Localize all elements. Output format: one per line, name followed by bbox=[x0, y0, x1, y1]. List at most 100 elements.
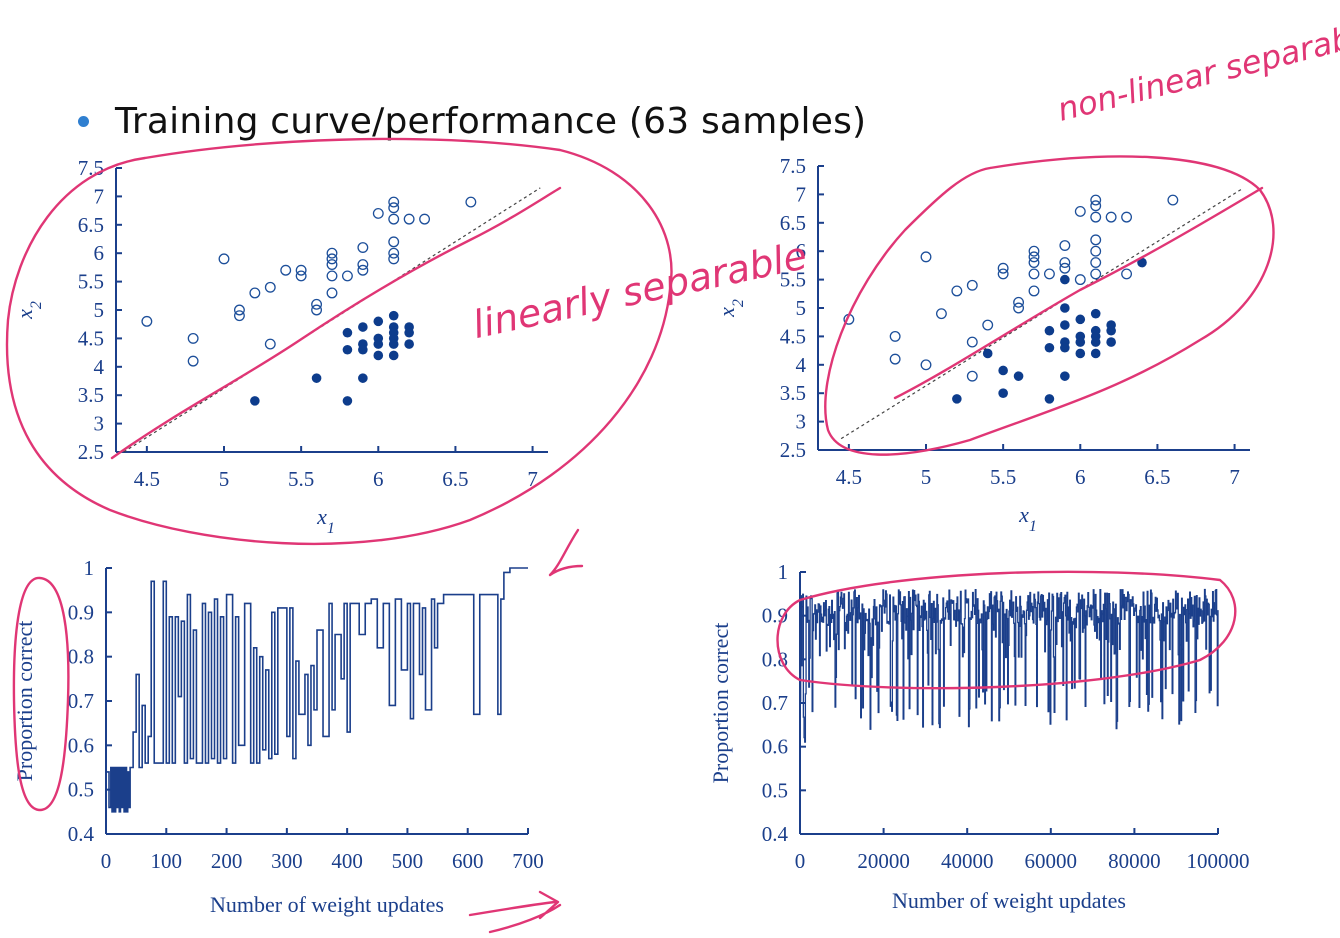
open-point bbox=[233, 304, 245, 316]
open-point bbox=[218, 253, 230, 265]
y-tick-label: 3 bbox=[94, 412, 105, 436]
ink-loop-right bbox=[824, 155, 1275, 456]
open-point bbox=[326, 270, 338, 282]
open-point bbox=[311, 304, 323, 316]
open-point bbox=[1167, 194, 1179, 206]
open-point bbox=[264, 281, 276, 293]
open-point bbox=[997, 268, 1009, 280]
open-point bbox=[1059, 240, 1071, 251]
filled-point bbox=[1060, 320, 1070, 330]
open-point bbox=[1043, 268, 1055, 280]
open-point bbox=[1028, 285, 1040, 297]
ink-ellipse-band bbox=[776, 570, 1237, 690]
x-tick-label: 0 bbox=[795, 849, 806, 873]
open-point bbox=[920, 359, 932, 371]
filled-point bbox=[1060, 303, 1070, 313]
filled-point bbox=[1137, 257, 1147, 268]
open-point bbox=[1028, 257, 1040, 269]
open-point bbox=[249, 287, 261, 299]
x-axis-label: x1 bbox=[1018, 502, 1037, 535]
y-tick-label: 0.4 bbox=[762, 822, 789, 846]
filled-point bbox=[998, 388, 1008, 399]
x-tick-label: 80000 bbox=[1108, 849, 1161, 873]
open-point bbox=[187, 332, 199, 344]
open-point bbox=[1090, 245, 1102, 257]
x-tick-label: 5.5 bbox=[990, 465, 1016, 489]
x-tick-label: 500 bbox=[392, 849, 424, 873]
open-point bbox=[1090, 200, 1102, 212]
filled-point bbox=[388, 350, 399, 361]
y-axis-label: x2 bbox=[12, 301, 45, 320]
filled-point bbox=[1075, 337, 1086, 347]
y-tick-label: 0.8 bbox=[762, 647, 788, 671]
slide-heading: Training curve/performance (63 samples) bbox=[115, 100, 867, 142]
y-tick-label: 0.7 bbox=[68, 689, 94, 713]
filled-point bbox=[373, 316, 384, 327]
scatter-chart-right: 2.5 3 3.5 4 4.5 5 5.5 6 6.5 7 7.5 4.5 5 5.5 6 6.5 7 x1 x2 bbox=[714, 154, 1250, 535]
open-point bbox=[920, 251, 932, 263]
ink-arrow-bottom bbox=[468, 890, 562, 934]
filled-point bbox=[1106, 337, 1116, 347]
y-tick-label: 0.5 bbox=[762, 778, 788, 802]
bullet-item: Training curve/performance (63 samples) bbox=[78, 96, 866, 146]
open-point bbox=[1090, 257, 1102, 269]
open-point bbox=[357, 259, 369, 271]
open-point bbox=[935, 308, 947, 320]
y-axis-label: Proportion correct bbox=[708, 623, 733, 784]
open-point bbox=[1028, 245, 1040, 257]
y-tick-label: 1 bbox=[778, 560, 789, 584]
filled-point bbox=[1106, 325, 1116, 336]
open-point bbox=[372, 207, 384, 219]
x-axis-label: Number of weight updates bbox=[892, 888, 1126, 913]
open-point bbox=[141, 315, 153, 327]
open-point bbox=[1028, 251, 1040, 263]
filled-point bbox=[358, 322, 368, 332]
open-point bbox=[233, 310, 245, 322]
filled-point bbox=[1060, 371, 1070, 381]
open-point bbox=[326, 253, 338, 265]
open-point bbox=[1059, 262, 1071, 274]
x-tick-label: 400 bbox=[331, 849, 363, 873]
y-tick-label: 6.5 bbox=[780, 211, 806, 235]
open-point bbox=[966, 336, 978, 348]
training-curve-left: 0.4 0.5 0.6 0.7 0.8 0.9 1 0 100 200 300 400 500 600 70… bbox=[12, 556, 544, 917]
open-point bbox=[357, 264, 369, 276]
x-tick-label: 40000 bbox=[941, 849, 994, 873]
filled-point bbox=[311, 373, 322, 383]
x-tick-label: 200 bbox=[211, 849, 243, 873]
open-point bbox=[403, 213, 415, 225]
open-point bbox=[419, 213, 431, 225]
y-tick-label: 5 bbox=[94, 298, 105, 322]
x-tick-label: 300 bbox=[271, 849, 303, 873]
ink-ellipse-ylabel bbox=[12, 576, 70, 812]
open-point bbox=[388, 247, 400, 259]
y-tick-label: 0.5 bbox=[68, 778, 94, 802]
filled-point bbox=[404, 339, 414, 349]
y-tick-label: 3.5 bbox=[78, 383, 104, 407]
y-tick-label: 6 bbox=[94, 241, 105, 265]
open-point bbox=[951, 285, 963, 297]
open-point bbox=[295, 270, 307, 282]
y-tick-label: 0.9 bbox=[68, 600, 94, 624]
y-tick-label: 6 bbox=[796, 239, 807, 263]
filled-point bbox=[373, 339, 384, 349]
ink-separator-left bbox=[110, 186, 562, 460]
training-curve-line bbox=[106, 567, 528, 813]
y-tick-label: 7.5 bbox=[780, 154, 806, 178]
x-tick-label: 4.5 bbox=[134, 467, 160, 491]
filled-point bbox=[342, 396, 353, 406]
open-point bbox=[295, 264, 307, 276]
filled-point bbox=[1075, 314, 1086, 325]
filled-point bbox=[1090, 337, 1101, 347]
y-axis-label: x2 bbox=[714, 299, 747, 318]
filled-point bbox=[358, 373, 368, 383]
open-point bbox=[1090, 268, 1102, 280]
open-point bbox=[326, 259, 338, 271]
open-point bbox=[1074, 205, 1086, 217]
x-tick-label: 6.5 bbox=[1144, 465, 1170, 489]
x-tick-label: 60000 bbox=[1025, 849, 1078, 873]
filled-point bbox=[1075, 348, 1086, 359]
open-point bbox=[388, 202, 400, 214]
